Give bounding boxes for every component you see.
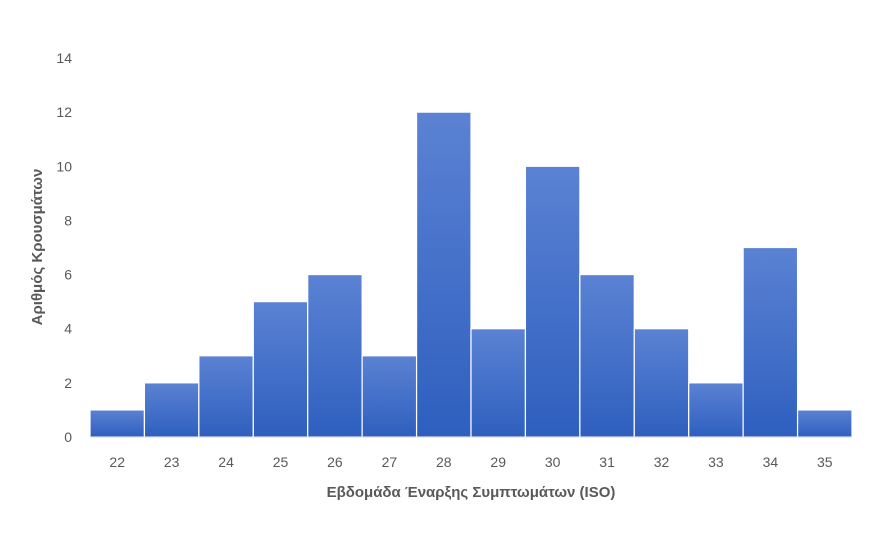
x-axis-ticks: 22 23 24 25 26 27 28 29 30 31 32 33 34 35: [109, 454, 832, 470]
x-tick-label: 31: [599, 454, 615, 470]
bar-week-32: [633, 328, 690, 438]
bar-week-22: [89, 409, 146, 438]
bar-week-24: [198, 355, 254, 438]
bar-week-28: [415, 111, 472, 438]
x-tick-label: 27: [382, 454, 398, 470]
y-tick-label: 14: [56, 50, 72, 66]
x-tick-label: 22: [109, 454, 125, 470]
bars: [89, 111, 853, 438]
x-tick-label: 26: [327, 454, 343, 470]
y-tick-label: 2: [64, 375, 72, 391]
bar-week-23: [143, 382, 200, 438]
y-tick-label: 10: [56, 158, 72, 174]
x-tick-label: 30: [545, 454, 561, 470]
bar-week-27: [361, 355, 418, 438]
y-tick-label: 12: [56, 104, 72, 120]
x-tick-label: 34: [763, 454, 779, 470]
x-tick-label: 23: [164, 454, 180, 470]
y-tick-label: 0: [64, 429, 72, 445]
x-tick-label: 33: [708, 454, 724, 470]
x-tick-label: 25: [273, 454, 289, 470]
y-tick-label: 4: [64, 321, 72, 337]
bar-week-30: [524, 165, 581, 438]
bar-week-25: [252, 301, 309, 438]
y-tick-label: 6: [64, 267, 72, 283]
bar-week-31: [579, 273, 635, 438]
x-tick-label: 24: [218, 454, 234, 470]
bar-week-33: [688, 382, 744, 438]
bar-week-34: [742, 246, 799, 438]
x-tick-label: 32: [654, 454, 670, 470]
bar-week-29: [470, 328, 527, 438]
y-axis-ticks: 0 2 4 6 8 10 12 14: [56, 50, 72, 445]
x-tick-label: 28: [436, 454, 452, 470]
x-axis-title: Εβδομάδα Έναρξης Συμπτωμάτων (ISO): [327, 484, 616, 501]
x-tick-label: 35: [817, 454, 833, 470]
y-tick-label: 8: [64, 212, 72, 228]
bar-week-35: [796, 409, 853, 438]
x-tick-label: 29: [490, 454, 506, 470]
y-axis-title: Αριθμός Κρουσμάτων: [29, 169, 46, 326]
bar-week-26: [307, 273, 363, 438]
